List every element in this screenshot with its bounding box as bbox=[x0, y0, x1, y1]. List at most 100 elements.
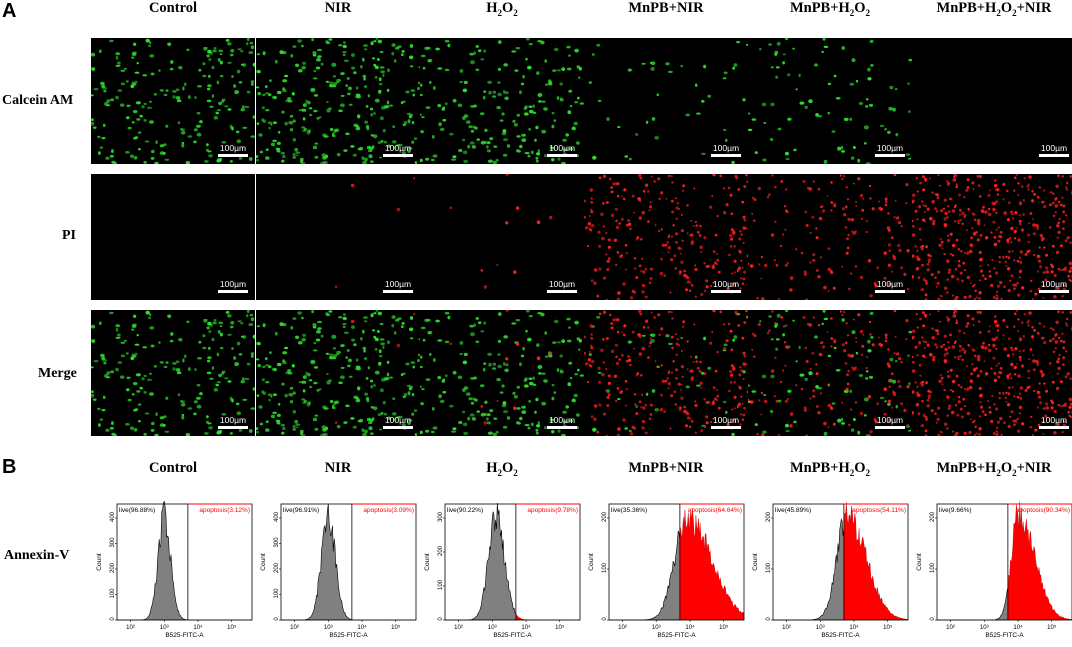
x-tick-label: 10⁴ bbox=[357, 624, 367, 631]
x-tick-label: 10⁵ bbox=[227, 624, 237, 631]
panel-b-column-title: MnPB+H2O2+NIR bbox=[912, 460, 1072, 478]
axes-frame bbox=[937, 504, 1072, 620]
panel-a-column-title: Control bbox=[91, 0, 255, 17]
apoptosis-gate-label: apoptosis(3.12%) bbox=[199, 507, 250, 514]
y-tick-label: 400 bbox=[110, 511, 116, 522]
apoptosis-gate-label: apoptosis(54.11%) bbox=[852, 507, 906, 514]
scale-bar-label: 100µm bbox=[218, 415, 248, 425]
title-text: MnPB+H bbox=[937, 0, 997, 16]
live-gate-label: live(96.88%) bbox=[119, 507, 155, 514]
micrograph-pi: 100µm bbox=[748, 174, 912, 300]
x-tick-label: 10³ bbox=[324, 625, 333, 631]
scale-bar: 100µm bbox=[1039, 143, 1069, 157]
scale-bar: 100µm bbox=[711, 279, 741, 293]
scale-bar-label: 100µm bbox=[383, 415, 413, 425]
panel-b-letter: B bbox=[2, 456, 16, 479]
scale-bar-line bbox=[218, 290, 248, 293]
x-tick-label: 10³ bbox=[980, 625, 989, 631]
micrograph-calcein: 100µm bbox=[91, 38, 255, 164]
axes-frame bbox=[117, 504, 252, 620]
scale-bar-label: 100µm bbox=[547, 143, 577, 153]
scale-bar: 100µm bbox=[711, 143, 741, 157]
y-tick-label: 0 bbox=[110, 617, 116, 621]
y-axis-label: Count bbox=[260, 553, 267, 571]
title-text: MnPB+H bbox=[790, 0, 850, 16]
panel-a-column-title: H2O2 bbox=[420, 0, 584, 18]
title-text: MnPB+H bbox=[790, 460, 850, 476]
panel-b-column-title: H2O2 bbox=[420, 460, 584, 478]
y-tick-label: 100 bbox=[602, 562, 608, 573]
scale-bar-line bbox=[218, 154, 248, 157]
scale-bar-label: 100µm bbox=[547, 415, 577, 425]
x-tick-label: 10² bbox=[782, 625, 791, 631]
scale-bar-label: 100µm bbox=[1039, 279, 1069, 289]
x-tick-label: 10⁵ bbox=[719, 624, 729, 631]
panel-b-column-title: MnPB+H2O2 bbox=[748, 460, 912, 478]
x-tick-label: 10² bbox=[946, 625, 955, 631]
scale-bar-label: 100µm bbox=[383, 143, 413, 153]
scale-bar-line bbox=[875, 154, 905, 157]
x-tick-label: 10⁴ bbox=[849, 624, 859, 631]
live-gate-label: live(96.91%) bbox=[283, 507, 319, 514]
scale-bar: 100µm bbox=[1039, 415, 1069, 429]
y-tick-label: 0 bbox=[602, 617, 608, 621]
y-axis-label: Count bbox=[96, 553, 103, 571]
histogram-plot: live(35.36%)apoptosis(64.64%)2001000Coun… bbox=[584, 492, 748, 642]
scale-bar-label: 100µm bbox=[1039, 415, 1069, 425]
title-text: +NIR bbox=[1017, 0, 1052, 16]
scale-bar: 100µm bbox=[218, 143, 248, 157]
scale-bar-line bbox=[875, 290, 905, 293]
x-axis-label: B525-FITC-A bbox=[165, 632, 204, 639]
y-tick-label: 100 bbox=[930, 562, 936, 573]
apoptosis-population-area bbox=[680, 508, 744, 620]
scale-bar-line bbox=[218, 426, 248, 429]
y-tick-label: 0 bbox=[766, 617, 772, 621]
scale-bar-line bbox=[711, 426, 741, 429]
x-tick-label: 10⁴ bbox=[1013, 624, 1023, 631]
y-tick-label: 0 bbox=[930, 617, 936, 621]
title-subscript: 2 bbox=[513, 468, 518, 478]
scale-bar: 100µm bbox=[383, 279, 413, 293]
title-text: O bbox=[502, 0, 513, 16]
axes-frame bbox=[281, 504, 416, 620]
y-tick-label: 100 bbox=[274, 588, 280, 599]
y-tick-label: 300 bbox=[274, 537, 280, 548]
x-tick-label: 10² bbox=[290, 625, 299, 631]
scale-bar-line bbox=[1039, 426, 1069, 429]
title-text: Control bbox=[149, 0, 197, 16]
scale-bar-label: 100µm bbox=[711, 415, 741, 425]
micrograph-calcein: 100µm bbox=[420, 38, 584, 164]
scale-bar-label: 100µm bbox=[875, 279, 905, 289]
title-text: O bbox=[1001, 0, 1012, 16]
y-tick-label: 200 bbox=[110, 562, 116, 573]
title-text: +NIR bbox=[1017, 460, 1052, 476]
scale-bar-line bbox=[1039, 290, 1069, 293]
scale-bar-line bbox=[711, 290, 741, 293]
scale-bar: 100µm bbox=[875, 415, 905, 429]
panel-a-column-title: MnPB+H2O2+NIR bbox=[912, 0, 1072, 18]
y-tick-label: 0 bbox=[438, 617, 444, 621]
x-tick-label: 10² bbox=[454, 625, 463, 631]
scale-bar-label: 100µm bbox=[875, 415, 905, 425]
apoptosis-gate-label: apoptosis(3.09%) bbox=[363, 507, 414, 514]
micrograph-merge: 100µm bbox=[256, 310, 420, 436]
x-tick-label: 10³ bbox=[488, 625, 497, 631]
scale-bar-line bbox=[711, 154, 741, 157]
title-subscript: 2 bbox=[513, 8, 518, 18]
scale-bar-label: 100µm bbox=[383, 279, 413, 289]
y-tick-label: 300 bbox=[438, 511, 444, 522]
scale-bar-label: 100µm bbox=[1039, 143, 1069, 153]
y-tick-label: 200 bbox=[274, 562, 280, 573]
title-text: O bbox=[502, 460, 513, 476]
live-population-area bbox=[445, 503, 516, 620]
histogram-plot: live(96.91%)apoptosis(3.09%)400300200100… bbox=[256, 492, 420, 642]
scale-bar: 100µm bbox=[547, 143, 577, 157]
x-axis-label: B525-FITC-A bbox=[493, 632, 532, 639]
scale-bar-label: 100µm bbox=[547, 279, 577, 289]
y-tick-label: 200 bbox=[930, 511, 936, 522]
x-axis-label: B525-FITC-A bbox=[985, 632, 1024, 639]
x-tick-label: 10³ bbox=[160, 625, 169, 631]
